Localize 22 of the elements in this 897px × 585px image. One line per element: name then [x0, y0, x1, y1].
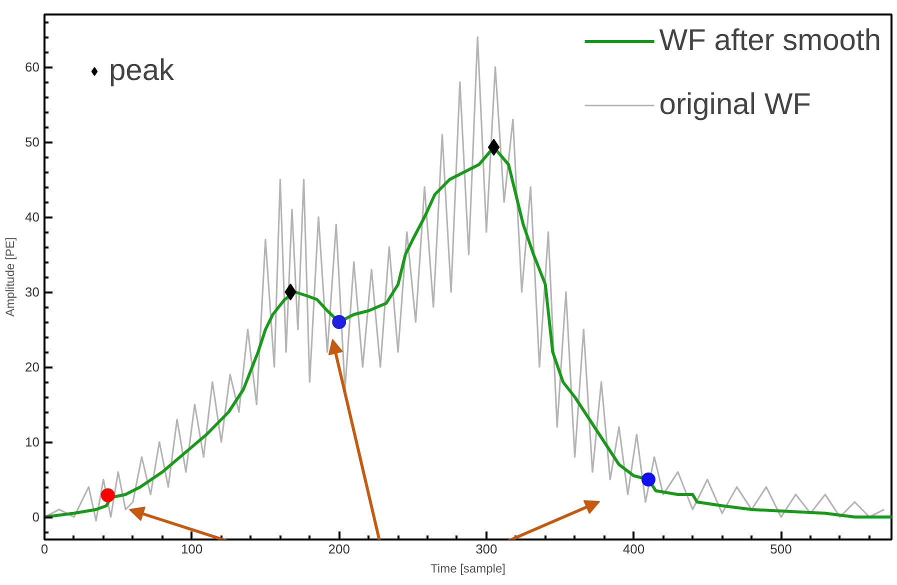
- y-tick-label: 60: [25, 60, 40, 74]
- point: [332, 315, 346, 329]
- x-tick-label: 400: [622, 542, 645, 556]
- point: [488, 138, 500, 156]
- y-tick-label: 10: [25, 434, 40, 450]
- y-tick-label: 50: [25, 134, 40, 150]
- x-tick-label: 100: [180, 542, 203, 556]
- legend-label: WF after smooth: [659, 24, 881, 58]
- x-tick-label: 200: [328, 542, 350, 556]
- x-axis-title: Time [sample]: [430, 562, 506, 576]
- y-axis-title: Amplitude [PE]: [3, 237, 18, 317]
- y-tick-label: 20: [25, 360, 40, 374]
- y-tick-label: 40: [25, 210, 40, 224]
- point: [284, 284, 296, 300]
- x-tick-label: 300: [476, 542, 498, 556]
- x-tick-label: 500: [770, 542, 792, 556]
- y-tick-label: 30: [25, 284, 40, 300]
- y-tick-label: 0: [32, 510, 40, 524]
- legend-label: original WF: [659, 88, 812, 122]
- legend-label: peak: [109, 54, 174, 88]
- point: [100, 488, 115, 502]
- point: [641, 472, 656, 486]
